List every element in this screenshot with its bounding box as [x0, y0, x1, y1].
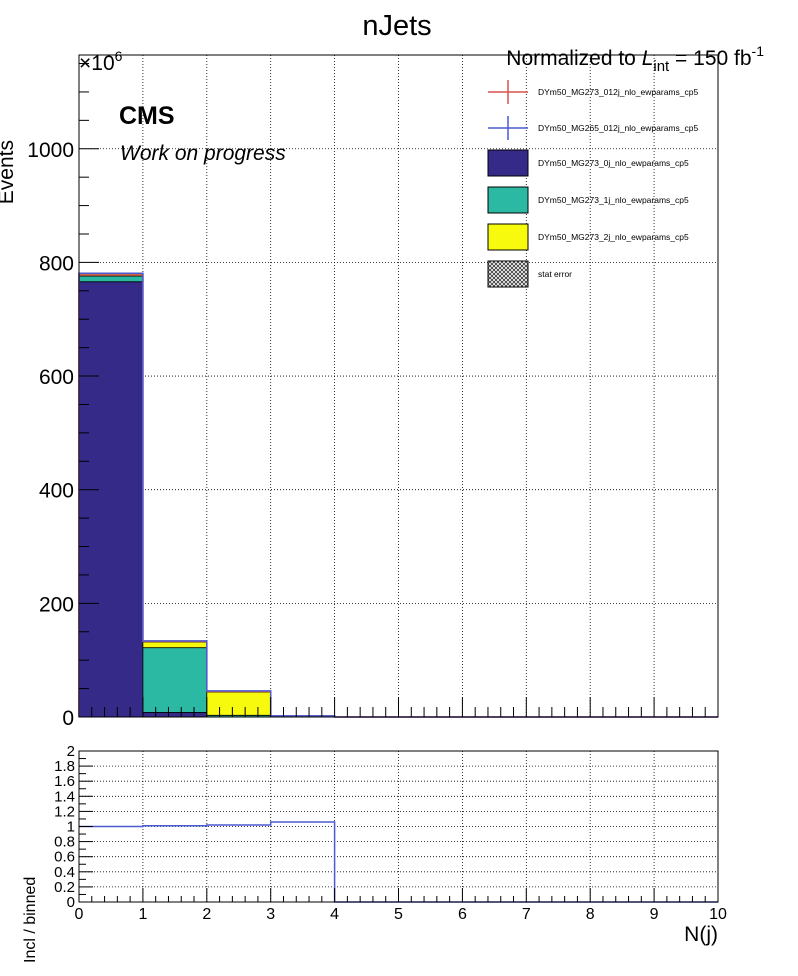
legend-label-2: DYm50_MG273_0j_nlo_ewparams_cp5: [538, 158, 689, 168]
ratio-ytick-label: 2: [67, 743, 75, 760]
ratio-xtick-label: 3: [266, 906, 275, 923]
legend-label-3: DYm50_MG273_1j_nlo_ewparams_cp5: [538, 195, 689, 205]
stack-bar-2-bin-1: [142, 641, 208, 649]
ratio-ytick-label: 0.2: [54, 879, 75, 896]
legend-label-1: DYm50_MG265_012j_nlo_ewparams_cp5: [538, 123, 698, 133]
main-ylabel: Events: [0, 140, 18, 204]
main-ytick-label: 800: [39, 252, 74, 275]
legend-label-4: DYm50_MG273_2j_nlo_ewparams_cp5: [538, 232, 689, 242]
ratio-xtick-label: 10: [709, 906, 727, 923]
legend-swatch-2: [487, 149, 529, 177]
stack-bar-2-bin-2: [206, 691, 272, 716]
ratio-xtick-label: 5: [394, 906, 403, 923]
ratio-ytick-label: 1.2: [54, 803, 75, 820]
chart-title: nJets: [362, 10, 431, 42]
ratio-ytick-label: 1.8: [54, 758, 75, 775]
lumi-superscript: -1: [752, 43, 765, 59]
main-ytick-label: 200: [39, 593, 74, 616]
legend-swatch-3: [487, 186, 529, 214]
lumi-prefix: Normalized to: [506, 47, 641, 70]
legend-label-5: stat error: [538, 269, 572, 279]
ratio-ylabel: Incl / binned: [22, 877, 39, 963]
ratio-xtick-label: 4: [330, 906, 339, 923]
ratio-ytick-label: 0.8: [54, 834, 75, 851]
legend-label-0: DYm50_MG273_012j_nlo_ewparams_cp5: [538, 87, 698, 97]
main-ytick-label: 400: [39, 480, 74, 503]
ratio-xtick-label: 6: [458, 906, 467, 923]
cms-sublabel: Work on progress: [120, 142, 286, 165]
lumi-value: = 150 fb: [669, 47, 751, 70]
lumi-label: Normalized to Lint = 150 fb-1: [506, 43, 764, 75]
ratio-ytick-label: 0: [67, 894, 75, 911]
main-ytick-label: 1000: [27, 139, 74, 162]
ratio-ytick-label: 0.6: [54, 849, 75, 866]
ratio-xtick-label: 1: [138, 906, 147, 923]
ratio-xtick-label: 9: [650, 906, 659, 923]
multiplier-base: ×10: [79, 52, 115, 75]
ratio-xlabel: N(j): [684, 923, 718, 946]
ratio-ytick-label: 0.4: [54, 864, 75, 881]
ratio-ytick-label: 1.4: [54, 788, 75, 805]
stack-bar-1-bin-1: [142, 647, 208, 713]
stack-bar-0-bin-1: [142, 712, 208, 718]
legend-swatch-4: [487, 223, 529, 251]
ratio-xtick-label: 2: [202, 906, 211, 923]
legend: DYm50_MG273_012j_nlo_ewparams_cp5 DYm50_M…: [487, 80, 698, 288]
legend-swatch-5: [487, 260, 529, 288]
main-ytick-label: 0: [62, 707, 74, 730]
ratio-ytick-label: 1.6: [54, 773, 75, 790]
ratio-grid: [79, 751, 718, 902]
ratio-xtick-label: 0: [75, 906, 84, 923]
ratio-axes: 00.20.40.60.811.21.41.61.820 1 2 3 4 5 6 7 8 9 10: [54, 743, 727, 923]
main-axes: 0 200 400 600 800 1000: [27, 63, 719, 730]
ratio-xtick-label: 8: [586, 906, 595, 923]
y-multiplier: ×106: [79, 48, 123, 75]
stack-bar-0-bin-0: [78, 281, 144, 718]
multiplier-exponent: 6: [115, 48, 123, 64]
stack-bar-1-bin-0: [78, 275, 144, 283]
ratio-ytick-label: 1: [67, 819, 75, 836]
lumi-subscript: int: [653, 58, 670, 75]
lumi-symbol: L: [642, 47, 654, 70]
ratio-xtick-label: 7: [522, 906, 531, 923]
cms-label: CMS: [119, 102, 175, 130]
main-ytick-label: 600: [39, 366, 74, 389]
